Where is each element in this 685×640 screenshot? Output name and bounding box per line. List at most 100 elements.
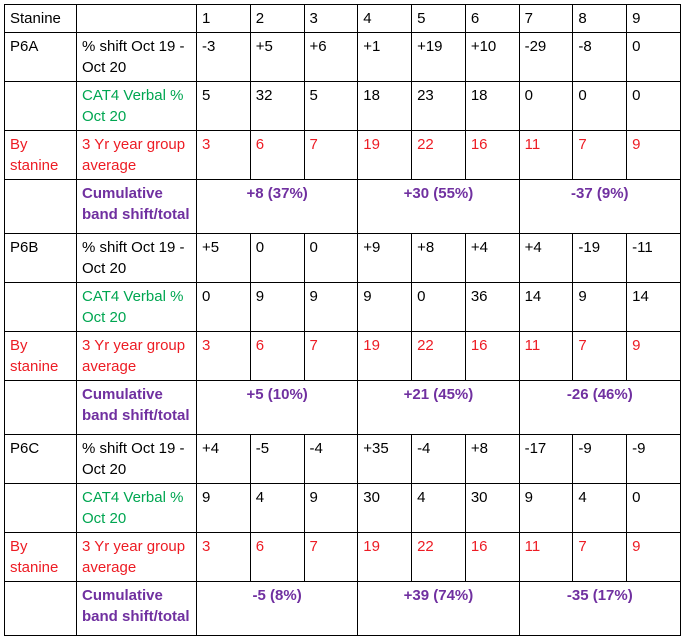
avg-value: 6 [249,331,305,381]
avg-row-p6b: By stanine 3 Yr year group average 3 6 7… [4,331,681,381]
cat4-value: 9 [196,483,251,533]
spacer-cell [4,483,77,533]
avg-label: 3 Yr year group average [76,331,197,381]
shift-label: % shift Oct 19 - Oct 20 [76,233,197,283]
cumulative-label: Cumulative band shift/total [76,179,197,234]
cat4-value: 0 [626,483,681,533]
shift-value: +5 [249,32,305,82]
cat4-value: 0 [196,282,251,332]
header-stanine-number: 8 [572,4,628,33]
shift-value: +6 [303,32,359,82]
cumulative-value: -37 (9%) [518,179,682,234]
avg-label: 3 Yr year group average [76,130,197,180]
spacer-cell [4,380,77,435]
shift-value: -4 [303,434,359,484]
avg-value: 19 [357,532,413,582]
shift-value: -11 [626,233,681,283]
shift-value: 0 [303,233,359,283]
shift-value: +9 [357,233,413,283]
avg-value: 22 [411,130,466,180]
avg-row-p6c: By stanine 3 Yr year group average 3 6 7… [4,532,681,582]
avg-value: 11 [518,331,574,381]
shift-value: -9 [626,434,681,484]
cat4-value: 30 [357,483,413,533]
by-stanine-label: By stanine [4,532,77,582]
cat4-value: 9 [357,282,413,332]
shift-value: +19 [411,32,466,82]
avg-value: 16 [464,532,520,582]
avg-row-p6a: By stanine 3 Yr year group average 3 6 7… [4,130,681,180]
group-name: P6C [4,434,77,484]
group-name: P6B [4,233,77,283]
avg-value: 3 [196,532,251,582]
cumulative-value: +8 (37%) [195,179,359,234]
avg-value: 9 [626,130,681,180]
cat4-value: 0 [518,81,574,131]
by-stanine-label: By stanine [4,331,77,381]
cumulative-row-p6a: Cumulative band shift/total +8 (37%) +30… [4,179,682,234]
cat4-value: 14 [518,282,574,332]
header-stanine-number: 2 [249,4,305,33]
shift-label: % shift Oct 19 - Oct 20 [76,434,197,484]
header-stanine-number: 9 [626,4,681,33]
shift-value: -17 [518,434,574,484]
stanine-table: Stanine 1 2 3 4 5 6 7 8 9 P6A % shift Oc… [4,4,682,636]
shift-value: -4 [411,434,466,484]
shift-label: % shift Oct 19 - Oct 20 [76,32,197,82]
cat4-row-p6c: CAT4 Verbal % Oct 20 9 4 9 30 4 30 9 4 0 [4,483,681,533]
shift-value: 0 [249,233,305,283]
shift-value: -29 [518,32,574,82]
avg-value: 7 [572,331,628,381]
cat4-value: 5 [303,81,359,131]
shift-row-p6b: P6B % shift Oct 19 - Oct 20 +5 0 0 +9 +8… [4,233,681,283]
shift-value: +4 [196,434,251,484]
cat4-value: 36 [464,282,520,332]
header-stanine-label: Stanine [4,4,77,33]
avg-value: 7 [303,130,359,180]
avg-value: 19 [357,331,413,381]
header-stanine-number: 5 [411,4,466,33]
header-row: Stanine 1 2 3 4 5 6 7 8 9 [4,4,681,33]
cumulative-value: +30 (55%) [357,179,520,234]
cumulative-label: Cumulative band shift/total [76,380,197,435]
avg-value: 22 [411,331,466,381]
header-stanine-number: 1 [196,4,251,33]
cat4-value: 18 [464,81,520,131]
cat4-label: CAT4 Verbal % Oct 20 [76,81,197,131]
cat4-value: 4 [572,483,628,533]
cat4-value: 9 [303,483,359,533]
shift-value: -19 [572,233,628,283]
header-stanine-number: 7 [518,4,574,33]
cumulative-row-p6c: Cumulative band shift/total -5 (8%) +39 … [4,581,682,636]
header-stanine-number: 6 [464,4,520,33]
cat4-value: 32 [249,81,305,131]
avg-value: 7 [572,532,628,582]
shift-value: +8 [464,434,520,484]
avg-value: 3 [196,130,251,180]
avg-value: 6 [249,130,305,180]
shift-value: +35 [357,434,413,484]
avg-value: 11 [518,130,574,180]
avg-value: 9 [626,331,681,381]
shift-value: +5 [196,233,251,283]
cat4-value: 23 [411,81,466,131]
avg-value: 22 [411,532,466,582]
cat4-value: 9 [303,282,359,332]
avg-value: 3 [196,331,251,381]
shift-value: -9 [572,434,628,484]
avg-value: 6 [249,532,305,582]
shift-value: +1 [357,32,413,82]
cat4-value: 0 [411,282,466,332]
shift-value: -3 [196,32,251,82]
shift-row-p6a: P6A % shift Oct 19 - Oct 20 -3 +5 +6 +1 … [4,32,681,82]
shift-value: +8 [411,233,466,283]
cumulative-row-p6b: Cumulative band shift/total +5 (10%) +21… [4,380,682,435]
shift-row-p6c: P6C % shift Oct 19 - Oct 20 +4 -5 -4 +35… [4,434,681,484]
shift-value: -8 [572,32,628,82]
cat4-value: 0 [626,81,681,131]
avg-value: 19 [357,130,413,180]
shift-value: 0 [626,32,681,82]
cat4-value: 4 [249,483,305,533]
cat4-value: 4 [411,483,466,533]
cat4-value: 5 [196,81,251,131]
